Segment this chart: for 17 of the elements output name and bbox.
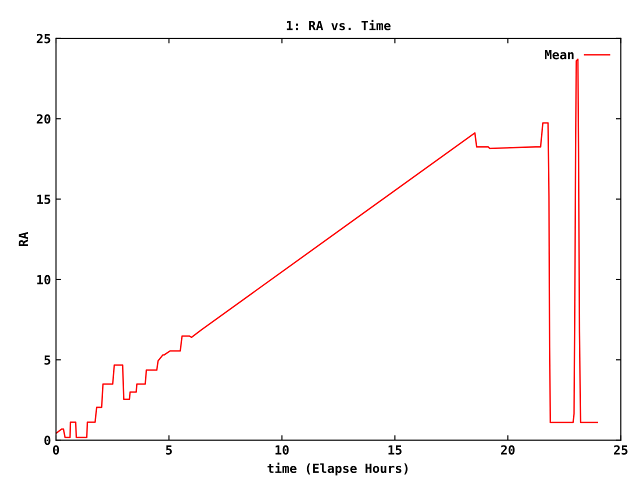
x-tick-label: 10 — [276, 445, 289, 455]
y-tick-label: 5 — [44, 355, 50, 365]
x-tick-label: 15 — [388, 445, 402, 455]
y-tick-label: 25 — [36, 34, 50, 44]
y-tick-label: 0 — [44, 436, 50, 446]
y-tick-label: 10 — [37, 274, 50, 284]
y-tick-label: 20 — [36, 114, 50, 124]
line-series — [56, 58, 598, 438]
legend-label: Mean — [544, 50, 574, 60]
x-tick-label: 25 — [614, 445, 628, 455]
x-axis-title: time (Elapse Hours) — [268, 462, 408, 476]
x-tick-label: 20 — [501, 445, 515, 455]
chart-title: 1: RA vs. Time — [286, 20, 391, 30]
x-tick-label: 0 — [52, 445, 60, 455]
x-tick-label: 5 — [166, 445, 172, 455]
y-tick-label: 15 — [37, 194, 50, 204]
y-axis-title: RA — [18, 232, 28, 246]
